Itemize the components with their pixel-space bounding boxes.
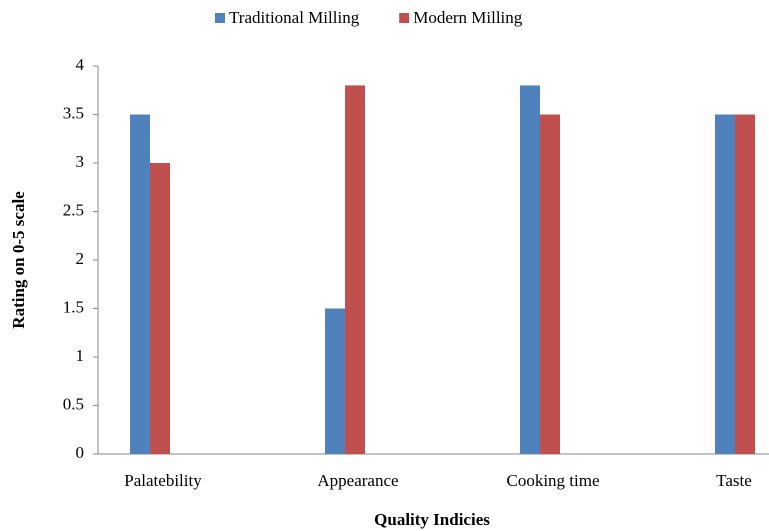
legend-swatch xyxy=(215,13,225,23)
y-tick-label: 2 xyxy=(76,249,85,268)
bar xyxy=(715,114,735,454)
x-tick-label: Palatebility xyxy=(124,471,202,490)
x-tick-label: Appearance xyxy=(317,471,398,490)
y-tick-label: 4 xyxy=(76,55,85,74)
legend-label: Traditional Milling xyxy=(229,8,360,27)
x-tick-label: Cooking time xyxy=(506,471,599,490)
y-tick-label: 1 xyxy=(76,346,85,365)
y-tick-label: 1.5 xyxy=(63,297,84,316)
y-tick-label: 3.5 xyxy=(63,103,84,122)
bar xyxy=(520,85,540,455)
y-tick-label: 3 xyxy=(76,152,85,171)
bar xyxy=(150,163,170,454)
y-tick-label: 0 xyxy=(76,443,85,462)
y-tick-label: 0.5 xyxy=(63,394,84,413)
bar xyxy=(130,114,150,454)
legend-swatch xyxy=(399,13,410,23)
bar xyxy=(325,308,345,454)
x-tick-label: Taste xyxy=(716,471,752,490)
bar xyxy=(345,85,365,455)
x-axis-title: Quality Indicies xyxy=(374,510,490,529)
bar xyxy=(735,114,755,454)
bar xyxy=(540,114,560,454)
y-axis-title: Rating on 0-5 scale xyxy=(9,191,28,329)
y-tick-label: 2.5 xyxy=(63,200,84,219)
legend-label: Modern Milling xyxy=(413,8,523,27)
